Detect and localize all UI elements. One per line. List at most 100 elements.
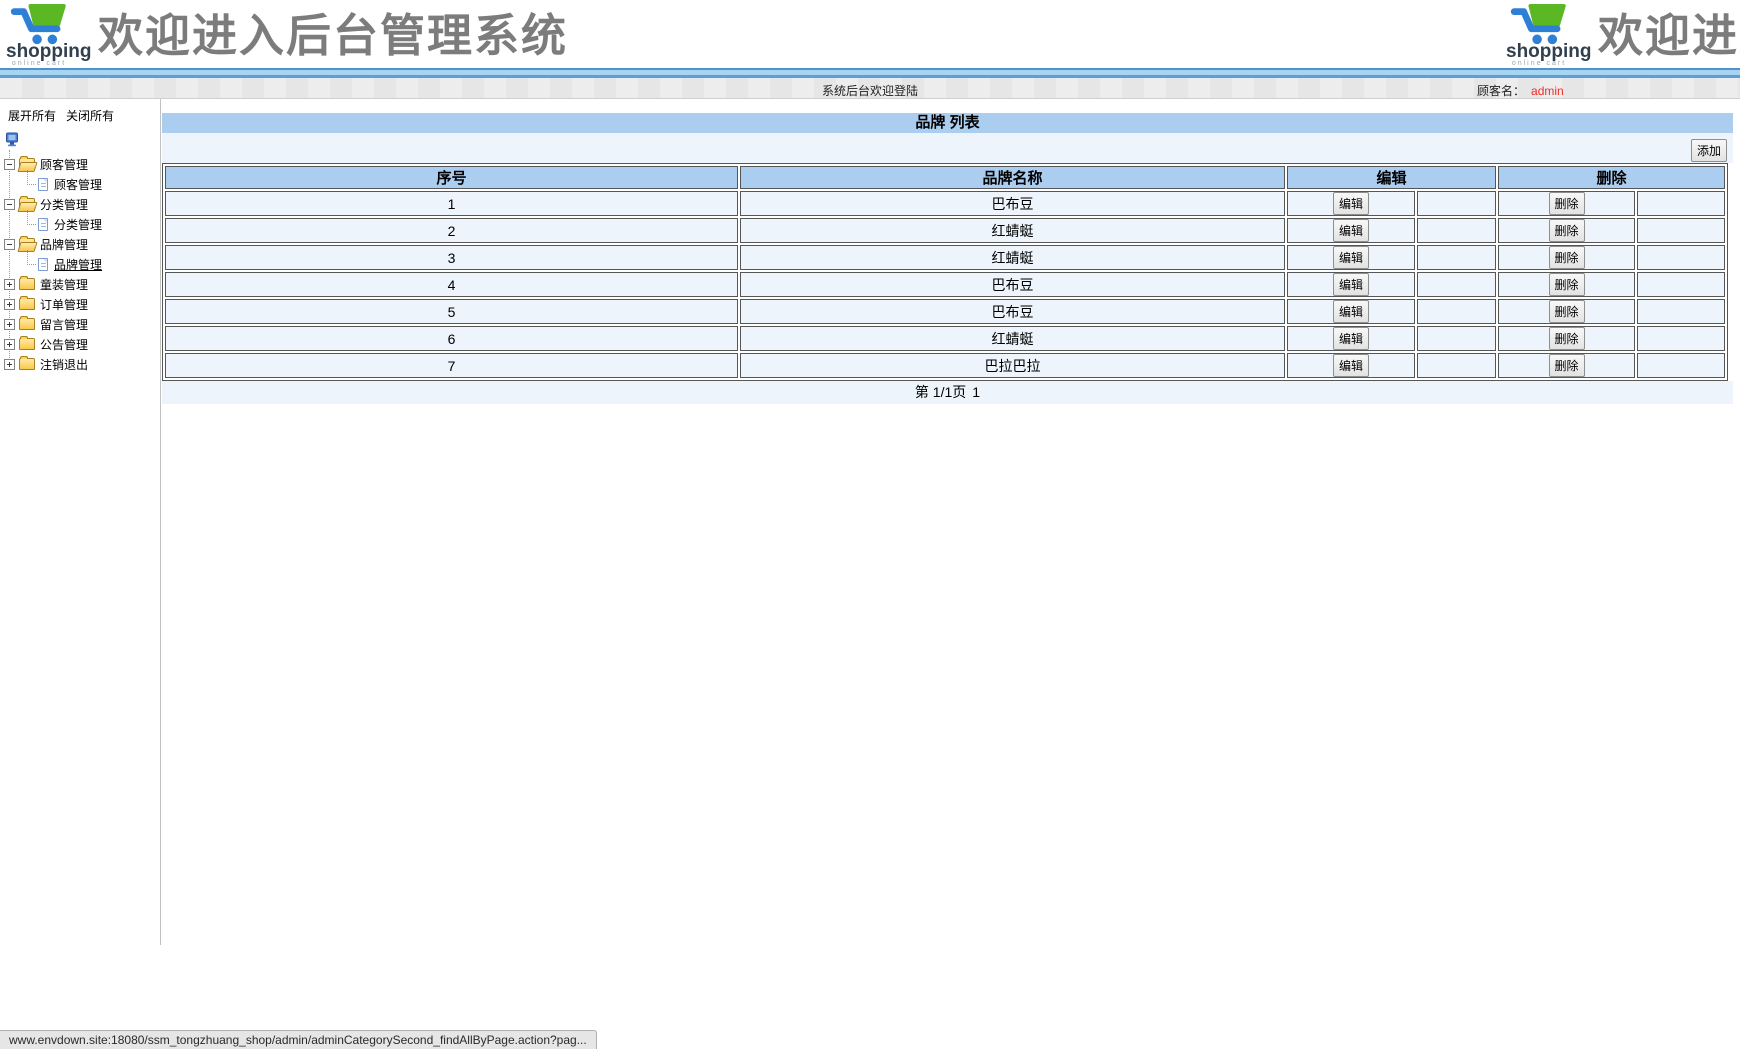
page-icon — [38, 257, 48, 271]
sidebar-item-brand-mgmt[interactable]: 品牌管理 — [0, 234, 160, 254]
sidebar-item-label[interactable]: 品牌管理 — [54, 257, 103, 272]
delete-cell: 删除 — [1498, 191, 1636, 216]
sidebar-item-label[interactable]: 分类管理 — [54, 217, 103, 232]
delete-button[interactable]: 删除 — [1548, 354, 1585, 377]
collapse-toggle-icon[interactable] — [4, 198, 15, 210]
spacer-cell — [1637, 191, 1725, 216]
edit-cell: 编辑 — [1287, 326, 1415, 351]
col-header-no: 序号 — [165, 166, 738, 189]
sidebar-item-customer-mgmt-page[interactable]: 顾客管理 — [0, 169, 160, 194]
delete-button[interactable]: 删除 — [1548, 192, 1585, 215]
spacer-cell — [1637, 272, 1725, 297]
edit-button[interactable]: 编辑 — [1332, 300, 1369, 323]
sidebar-item-label[interactable]: 品牌管理 — [40, 237, 89, 252]
sidebar-item-category-mgmt-page[interactable]: 分类管理 — [0, 209, 160, 234]
expand-toggle-icon[interactable] — [4, 298, 15, 310]
expand-toggle-icon[interactable] — [4, 278, 15, 290]
spacer-cell — [1417, 245, 1497, 270]
sidebar-item-label[interactable]: 顾客管理 — [54, 177, 103, 192]
brand-name-cell: 巴拉巴拉 — [740, 353, 1285, 378]
sidebar-item-logout[interactable]: 注销退出 — [0, 354, 160, 374]
expand-toggle-icon[interactable] — [4, 358, 15, 370]
edit-button[interactable]: 编辑 — [1332, 273, 1369, 296]
computer-icon — [6, 132, 18, 147]
delete-button[interactable]: 删除 — [1548, 219, 1585, 242]
customer-name-value: admin — [1531, 84, 1564, 98]
pagination-bar: 第 1/1页 1 — [162, 381, 1733, 404]
edit-button[interactable]: 编辑 — [1332, 219, 1369, 242]
header-divider-strip — [0, 68, 1740, 78]
main-content: 品牌 列表 添加 序号 品牌名称 编辑 删除 1 巴布豆 编辑 删除 2 红蜻蜓… — [162, 99, 1733, 404]
page-header: shopping online cart 欢迎进入后台管理系统 shopping… — [0, 0, 1740, 68]
sidebar-divider — [160, 99, 161, 945]
spacer-cell — [1417, 353, 1497, 378]
sidebar-item-brand-mgmt-page[interactable]: 品牌管理 — [0, 249, 160, 274]
brand-name-cell: 巴布豆 — [740, 191, 1285, 216]
table-row: 1 巴布豆 编辑 删除 — [165, 191, 1725, 216]
edit-button[interactable]: 编辑 — [1332, 246, 1369, 269]
collapse-toggle-icon[interactable] — [4, 158, 15, 170]
sidebar-item-label[interactable]: 童装管理 — [40, 277, 89, 292]
table-header-row: 序号 品牌名称 编辑 删除 — [165, 166, 1725, 189]
tree-root[interactable] — [0, 124, 160, 152]
sidebar-item-label[interactable]: 分类管理 — [40, 197, 89, 212]
expand-all-link[interactable]: 展开所有 — [8, 109, 57, 123]
shopping-logo: shopping online cart — [1506, 2, 1592, 68]
delete-button[interactable]: 删除 — [1548, 327, 1585, 350]
page-title: 欢迎进入后台管理系统 — [98, 10, 569, 61]
edit-button[interactable]: 编辑 — [1332, 327, 1369, 350]
brand-name-cell: 巴布豆 — [740, 299, 1285, 324]
sidebar-item-message-mgmt[interactable]: 留言管理 — [0, 314, 160, 334]
brand-table: 序号 品牌名称 编辑 删除 1 巴布豆 编辑 删除 2 红蜻蜓 编辑 删除 3 … — [162, 163, 1728, 381]
spacer-cell — [1637, 353, 1725, 378]
row-no-cell: 4 — [165, 272, 738, 297]
delete-cell: 删除 — [1498, 245, 1636, 270]
table-row: 4 巴布豆 编辑 删除 — [165, 272, 1725, 297]
sidebar-item-label[interactable]: 顾客管理 — [40, 157, 89, 172]
edit-cell: 编辑 — [1287, 353, 1415, 378]
col-header-brand-name: 品牌名称 — [740, 166, 1285, 189]
folder-closed-icon — [19, 336, 35, 350]
spacer-cell — [1417, 218, 1497, 243]
sidebar-item-label[interactable]: 订单管理 — [40, 297, 89, 312]
page-number-link[interactable]: 1 — [972, 384, 981, 400]
sidebar-item-notice-mgmt[interactable]: 公告管理 — [0, 334, 160, 354]
table-row: 2 红蜻蜓 编辑 删除 — [165, 218, 1725, 243]
sidebar-item-order-mgmt[interactable]: 订单管理 — [0, 294, 160, 314]
delete-cell: 删除 — [1498, 218, 1636, 243]
table-row: 6 红蜻蜓 编辑 删除 — [165, 326, 1725, 351]
folder-closed-icon — [19, 356, 35, 370]
tree-connector — [27, 249, 36, 265]
brand-text: shopping — [1506, 41, 1592, 62]
collapse-all-link[interactable]: 关闭所有 — [66, 109, 115, 123]
row-no-cell: 2 — [165, 218, 738, 243]
brand-name-cell: 红蜻蜓 — [740, 245, 1285, 270]
delete-button[interactable]: 删除 — [1548, 273, 1585, 296]
table-row: 3 红蜻蜓 编辑 删除 — [165, 245, 1725, 270]
folder-closed-icon — [19, 316, 35, 330]
sidebar-item-label[interactable]: 留言管理 — [40, 317, 89, 332]
expand-toggle-icon[interactable] — [4, 318, 15, 330]
delete-button[interactable]: 删除 — [1548, 300, 1585, 323]
welcome-text: 系统后台欢迎登陆 — [821, 84, 918, 98]
delete-cell: 删除 — [1498, 299, 1636, 324]
spacer-cell — [1637, 299, 1725, 324]
brand-name-cell: 红蜻蜓 — [740, 218, 1285, 243]
sidebar-item-kidswear-mgmt[interactable]: 童装管理 — [0, 274, 160, 294]
sidebar-item-label[interactable]: 注销退出 — [40, 357, 89, 372]
sidebar-item-customer-mgmt[interactable]: 顾客管理 — [0, 154, 160, 174]
sidebar-tree: 展开所有 关闭所有 顾客管理 顾客管理 分类管理 分类管理 — [0, 99, 160, 374]
delete-button[interactable]: 删除 — [1548, 246, 1585, 269]
sidebar-item-label[interactable]: 公告管理 — [40, 337, 89, 352]
edit-cell: 编辑 — [1287, 218, 1415, 243]
folder-closed-icon — [19, 296, 35, 310]
header-brand-group-repeat: shopping online cart 欢迎进入后台管理系统 — [1506, 2, 1740, 68]
add-button[interactable]: 添加 — [1690, 139, 1727, 162]
row-no-cell: 6 — [165, 326, 738, 351]
edit-cell: 编辑 — [1287, 191, 1415, 216]
expand-toggle-icon[interactable] — [4, 338, 15, 350]
sidebar-item-category-mgmt[interactable]: 分类管理 — [0, 194, 160, 214]
edit-button[interactable]: 编辑 — [1332, 192, 1369, 215]
edit-button[interactable]: 编辑 — [1332, 354, 1369, 377]
collapse-toggle-icon[interactable] — [4, 238, 15, 250]
